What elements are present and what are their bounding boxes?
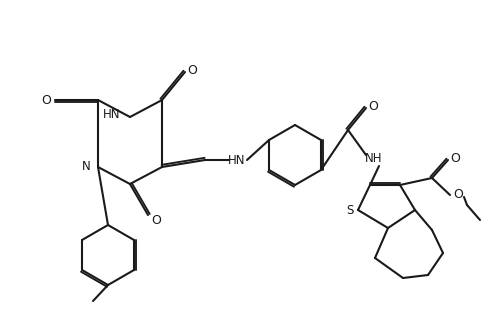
Text: O: O [368,100,378,112]
Text: HN: HN [103,109,121,121]
Text: HN: HN [228,153,246,167]
Text: N: N [81,161,90,173]
Text: O: O [187,64,197,76]
Text: O: O [450,151,460,165]
Text: NH: NH [365,151,383,165]
Text: O: O [453,188,463,202]
Text: S: S [346,203,354,217]
Text: O: O [151,214,161,228]
Text: O: O [41,94,51,106]
